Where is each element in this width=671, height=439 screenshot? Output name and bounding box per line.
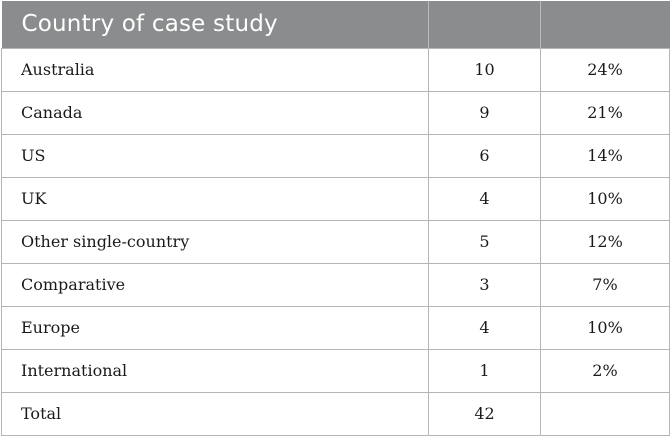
row-count: 10 [428,47,541,92]
row-label: US [1,133,429,178]
row-percent: 7% [540,262,670,307]
row-percent: 12% [540,219,670,264]
total-row: Total 42 [1,391,670,436]
total-percent [540,391,670,436]
header-row: Country of case study [1,1,670,48]
row-count: 4 [428,305,541,350]
table-row: Other single-country 5 12% [1,219,670,264]
table-row: Comparative 3 7% [1,262,670,307]
table-row: Europe 4 10% [1,305,670,350]
header-percent [541,1,670,48]
row-label: Other single-country [1,219,429,264]
table-header: Country of case study [1,1,670,48]
row-count: 9 [428,90,541,135]
row-label: Australia [1,47,429,92]
row-label: Comparative [1,262,429,307]
total-label: Total [1,391,429,436]
header-title: Country of case study [1,1,429,48]
table-row: Canada 9 21% [1,90,670,135]
row-percent: 10% [540,305,670,350]
table-row: International 1 2% [1,348,670,393]
row-count: 6 [428,133,541,178]
row-label: Canada [1,90,429,135]
row-count: 1 [428,348,541,393]
row-label: UK [1,176,429,221]
row-count: 5 [428,219,541,264]
table-body: Australia 10 24% Canada 9 21% US 6 14% U… [1,47,670,436]
header-count [428,1,541,48]
row-label: Europe [1,305,429,350]
row-label: International [1,348,429,393]
row-percent: 10% [540,176,670,221]
table-row: Australia 10 24% [1,47,670,92]
row-count: 4 [428,176,541,221]
table-row: UK 4 10% [1,176,670,221]
row-percent: 21% [540,90,670,135]
row-percent: 2% [540,348,670,393]
row-percent: 24% [540,47,670,92]
row-count: 3 [428,262,541,307]
row-percent: 14% [540,133,670,178]
total-count: 42 [428,391,541,436]
table-row: US 6 14% [1,133,670,178]
